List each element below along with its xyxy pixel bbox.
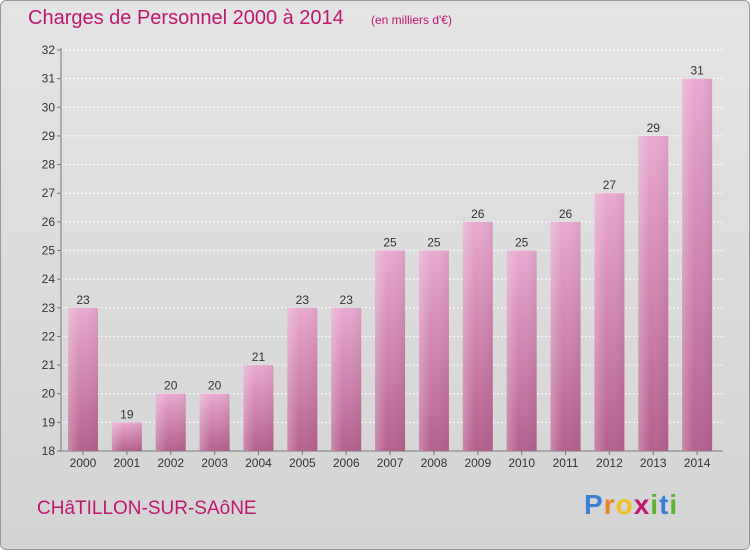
bar-value-label: 23	[296, 293, 310, 307]
bar-value-label: 25	[427, 236, 441, 250]
x-tick-label: 2006	[333, 456, 360, 470]
bar-shine	[68, 307, 98, 451]
bar-value-label: 21	[252, 350, 266, 364]
bar-value-label: 31	[690, 64, 704, 78]
y-tick-label: 26	[42, 215, 56, 229]
x-tick-label: 2011	[553, 456, 579, 470]
logo-letter: t	[659, 489, 670, 520]
bar-shine	[155, 393, 186, 451]
bar-shine	[550, 221, 581, 451]
chart-title: Charges de Personnel 2000 à 2014	[28, 7, 344, 29]
proxiti-logo[interactable]: Proxiti	[584, 489, 678, 521]
x-tick-label: 2012	[596, 456, 623, 470]
bar-value-label: 26	[471, 207, 485, 221]
bar-value-label: 26	[559, 207, 573, 221]
y-tick-label: 32	[42, 43, 56, 57]
logo-letter: P	[584, 489, 604, 520]
y-tick-label: 20	[42, 387, 56, 401]
bar-shine	[243, 365, 274, 451]
y-tick-label: 28	[42, 158, 56, 172]
bar-shine	[111, 422, 142, 451]
x-tick-label: 2013	[640, 456, 667, 470]
logo-letter: i	[669, 489, 679, 520]
y-tick-label: 24	[42, 272, 56, 286]
labels: 18 19 20 21 22 23 24 25 26 27 28 29 30 31 32 23 2000 19 20…	[42, 43, 711, 470]
logo-letter: r	[603, 489, 616, 520]
location-label: CHâTILLON-SUR-SAôNE	[37, 498, 257, 519]
x-tick-label: 2001	[114, 456, 141, 470]
bar-value-label: 20	[208, 379, 222, 393]
y-tick-label: 21	[42, 358, 56, 372]
y-tick-label: 22	[42, 329, 56, 343]
bar-value-label: 25	[383, 236, 397, 250]
y-tick-label: 18	[42, 444, 56, 458]
x-tick-label: 2003	[201, 456, 228, 470]
y-tick-label: 25	[42, 244, 56, 258]
y-tick-label: 30	[42, 100, 56, 114]
x-tick-label: 2007	[377, 456, 404, 470]
y-tick-label: 27	[42, 186, 56, 200]
bar-value-label: 23	[340, 293, 354, 307]
y-tick-label: 31	[42, 72, 56, 86]
bar-shine	[375, 250, 406, 451]
bar-shine	[418, 250, 449, 451]
bar-value-label: 19	[120, 407, 134, 421]
bar-shine	[199, 393, 230, 451]
chart-subtitle: (en milliers d'€)	[371, 13, 452, 27]
x-tick-label: 2005	[289, 456, 316, 470]
bar-shine	[462, 221, 493, 451]
logo-letter: i	[650, 489, 660, 520]
bar-value-label: 25	[515, 236, 529, 250]
bar-value-label: 29	[647, 121, 661, 135]
bar-shine	[638, 135, 669, 451]
y-tick-label: 29	[42, 129, 56, 143]
bar-shine	[594, 193, 625, 451]
bar-value-label: 23	[76, 293, 90, 307]
x-tick-label: 2004	[245, 456, 272, 470]
x-tick-label: 2010	[508, 456, 535, 470]
bar-value-label: 27	[603, 178, 617, 192]
bar-shine	[287, 307, 318, 451]
bar-shine	[682, 78, 713, 452]
x-tick-label: 2000	[70, 456, 97, 470]
x-tick-label: 2014	[684, 456, 711, 470]
y-tick-label: 23	[42, 301, 56, 315]
logo-letter: x	[633, 489, 651, 520]
x-tick-label: 2002	[157, 456, 184, 470]
bar-value-label: 20	[164, 379, 178, 393]
x-tick-label: 2009	[464, 456, 491, 470]
bar-shine	[506, 250, 537, 451]
x-tick-label: 2008	[421, 456, 448, 470]
bar-shine	[331, 307, 362, 451]
bars	[68, 78, 713, 452]
logo-letter: o	[615, 489, 634, 520]
y-tick-label: 19	[42, 415, 56, 429]
